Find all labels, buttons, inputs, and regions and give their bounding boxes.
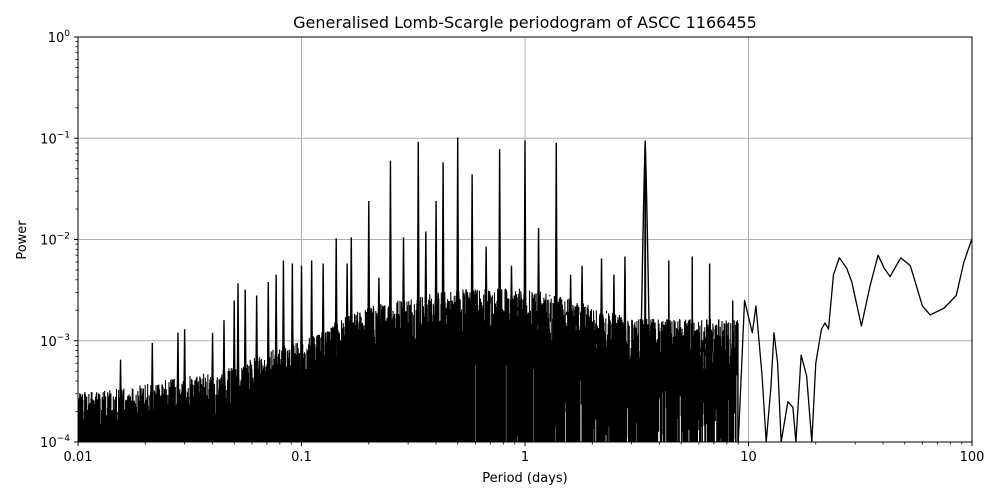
x-tick-label: 0.01: [64, 450, 93, 465]
x-axis-label: Period (days): [482, 471, 568, 486]
chart-title: Generalised Lomb-Scargle periodogram of …: [293, 13, 757, 32]
x-tick-label: 0.1: [291, 450, 312, 465]
plot-area: [78, 137, 972, 442]
y-tick-label: 100: [48, 29, 71, 46]
x-axis: 0.01 0.1 1 10 100: [64, 442, 985, 465]
periodogram-line: [78, 137, 972, 442]
x-tick-label: 10: [740, 450, 757, 465]
x-tick-label: 100: [960, 450, 985, 465]
y-tick-label: 10−4: [40, 434, 70, 451]
y-axis: 100 10−1 10−2 10−3 10−4: [40, 29, 78, 451]
y-tick-label: 10−2: [40, 232, 70, 249]
y-tick-label: 10−3: [40, 333, 70, 350]
y-axis-label: Power: [15, 220, 30, 260]
y-tick-label: 10−1: [40, 130, 70, 147]
x-tick-label: 1: [521, 450, 529, 465]
